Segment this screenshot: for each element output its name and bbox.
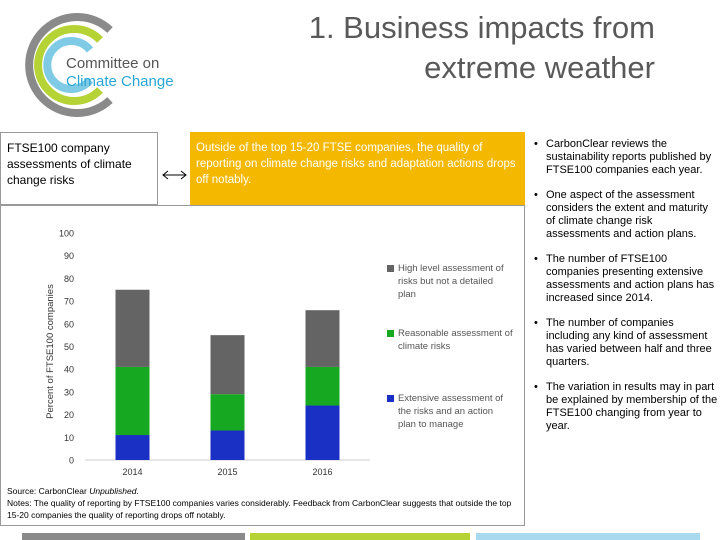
- slide-title: extreme weather: [424, 50, 655, 85]
- y-tick-label: 10: [64, 433, 74, 443]
- bullet: One aspect of the assessment considers t…: [532, 189, 718, 241]
- logo-ring: [43, 37, 94, 93]
- y-tick-label: 60: [64, 319, 74, 329]
- footer-bar: [476, 533, 700, 540]
- x-tick-label: 2014: [122, 467, 142, 477]
- bullet: The number of FTSE100 companies presenti…: [532, 253, 718, 305]
- chart-frame: [0, 205, 525, 526]
- y-tick-label: 100: [59, 229, 74, 239]
- source-note: Source: CarbonClear Unpublished. Notes: …: [7, 485, 519, 521]
- y-tick-label: 90: [64, 251, 74, 261]
- x-tick-label: 2016: [312, 467, 332, 477]
- bar-segment: [305, 366, 340, 406]
- source-label: Source: CarbonClear: [7, 486, 87, 496]
- bullet: The number of companies including any ki…: [532, 317, 718, 369]
- y-tick-label: 20: [64, 410, 74, 420]
- y-tick-label: 40: [64, 365, 74, 375]
- legend-label: High level assessment of risks but not a…: [398, 263, 504, 300]
- highlight-text: Outside of the top 15-20 FTSE companies,…: [196, 142, 516, 186]
- footer-bar: [250, 533, 470, 540]
- bullet: The variation in results may in part be …: [532, 381, 718, 433]
- legend-swatch: [387, 330, 394, 337]
- y-tick-label: 30: [64, 387, 74, 397]
- bar-segment: [305, 405, 340, 460]
- y-tick-label: 70: [64, 297, 74, 307]
- bar-segment: [210, 430, 245, 460]
- notes: Notes: The quality of reporting by FTSE1…: [7, 498, 512, 520]
- bar-segment: [210, 394, 245, 431]
- bar-segment: [210, 335, 245, 395]
- legend-swatch: [387, 395, 394, 402]
- bar-segment: [115, 435, 150, 460]
- logo-rings: [25, 13, 113, 117]
- bullet-list: CarbonClear reviews the sustainability r…: [532, 138, 718, 445]
- left-box: [0, 132, 158, 205]
- source-emphasis: Unpublished.: [89, 486, 139, 496]
- left-box-text: FTSE100 company assessments of climate c…: [7, 141, 132, 187]
- y-tick-label: 0: [69, 456, 74, 466]
- highlight-box: [190, 132, 525, 205]
- bar-segment: [305, 310, 340, 367]
- footer-bar: [22, 533, 245, 540]
- bar-segment: [115, 289, 150, 367]
- slide-title: 1. Business impacts from: [309, 10, 655, 45]
- logo-text: Climate Change: [66, 73, 174, 90]
- bullet: CarbonClear reviews the sustainability r…: [532, 138, 718, 177]
- x-tick-label: 2015: [217, 467, 237, 477]
- y-tick-label: 80: [64, 274, 74, 284]
- logo-ring: [34, 25, 103, 105]
- bar-segment: [115, 366, 150, 436]
- legend-label: Reasonable assessment of climate risks: [398, 328, 513, 352]
- logo-ring: [25, 13, 113, 117]
- logo-text: Committee on: [66, 55, 159, 72]
- legend-swatch: [387, 265, 394, 272]
- y-axis-label: Percent of FTSE100 companies: [45, 284, 56, 419]
- y-tick-label: 50: [64, 342, 74, 352]
- legend-label: Extensive assessment of the risks and an…: [398, 393, 504, 430]
- double-arrow: [162, 170, 187, 180]
